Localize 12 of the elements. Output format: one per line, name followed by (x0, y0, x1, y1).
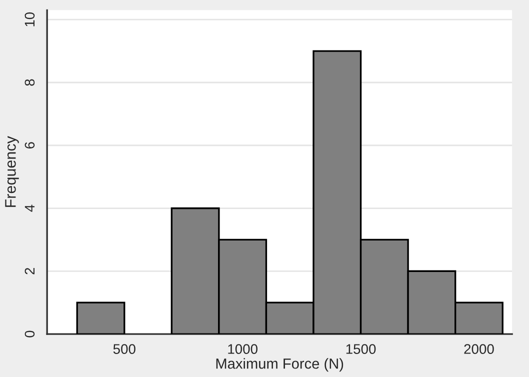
y-tick-label: 0 (24, 330, 35, 338)
y-tick-label: 4 (24, 204, 34, 212)
y-tick-label: 2 (24, 268, 34, 274)
x-tick-label: 500 (113, 344, 136, 354)
y-axis-title: Frequency (5, 136, 19, 207)
x-axis-title: Maximum Force (N) (216, 358, 344, 372)
x-tick-label: 1000 (228, 344, 258, 354)
y-tick-label: 6 (24, 142, 35, 149)
x-tick-label: 2000 (464, 344, 494, 354)
y-tick-label: 8 (24, 79, 35, 86)
y-tick-label: 10 (24, 12, 35, 26)
x-tick-label: 1500 (346, 344, 376, 354)
